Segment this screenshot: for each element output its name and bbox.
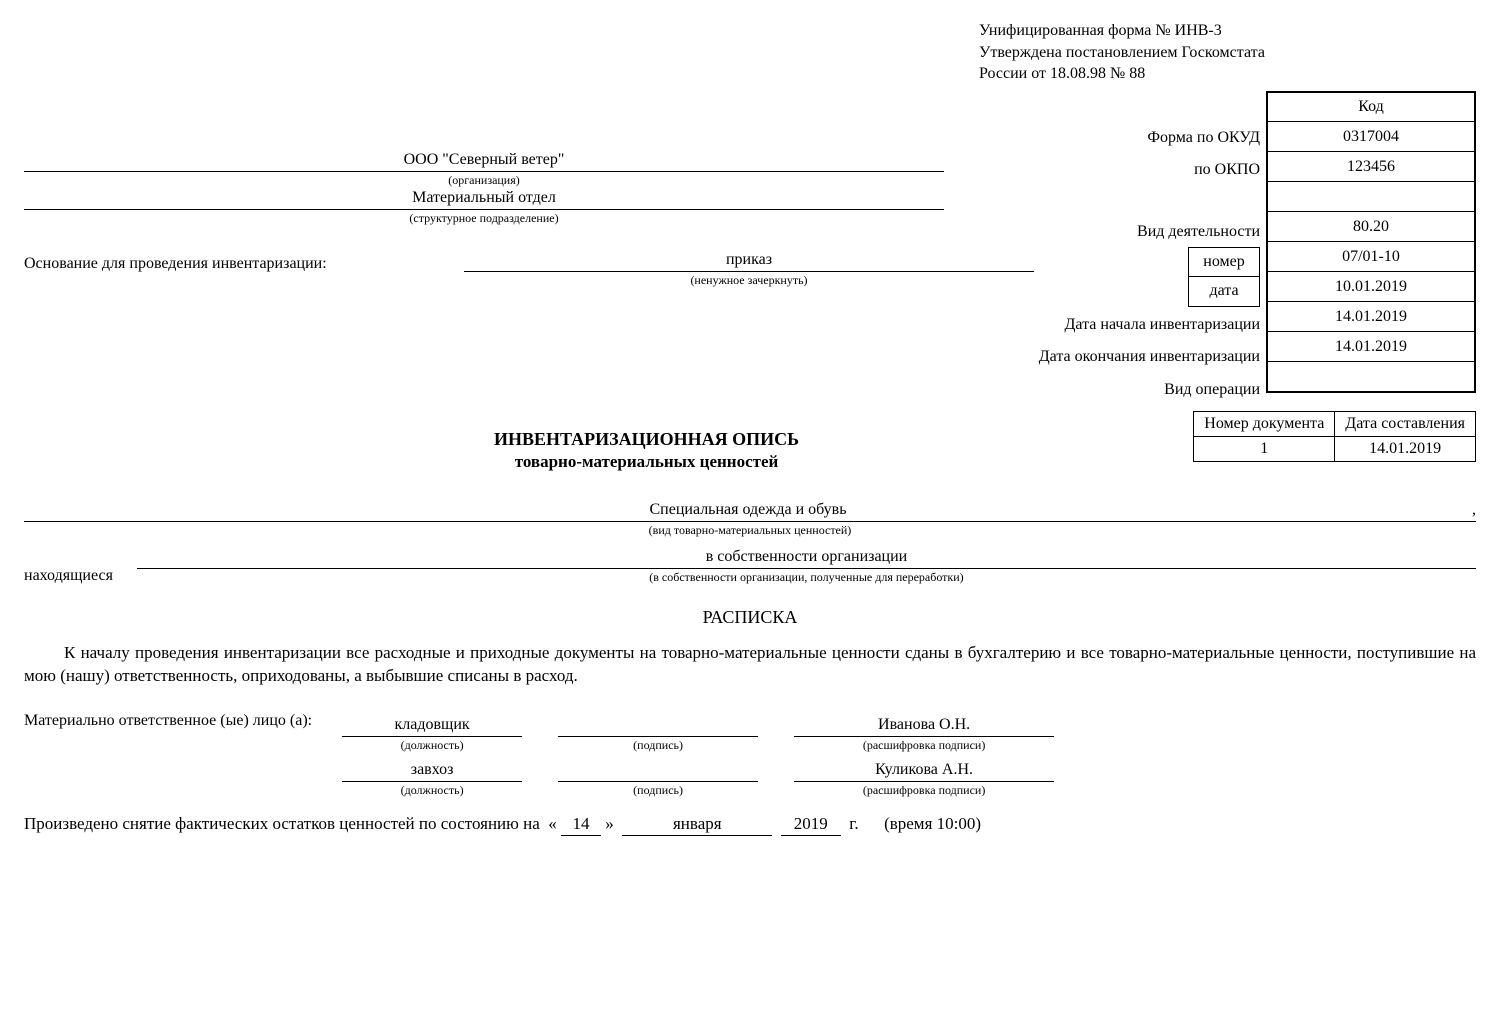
start-date-value: 14.01.2019	[1267, 302, 1475, 332]
ownership-caption: (в собственности организации, полученные…	[137, 570, 1476, 585]
doc-table: Номер документа Дата составления 1 14.01…	[1193, 411, 1476, 462]
time-suffix: )	[975, 814, 981, 833]
snapshot-day: 14	[561, 814, 601, 836]
end-label: Дата окончания инвентаризации	[1039, 348, 1260, 366]
doc-num-value: 1	[1194, 436, 1335, 461]
sig1-sign	[558, 734, 758, 737]
title-zone: Номер документа Дата составления 1 14.01…	[24, 411, 1476, 501]
snapshot-line: Произведено снятие фактических остатков …	[24, 814, 1476, 836]
sig2-position: завхоз	[342, 761, 522, 782]
responsible-label: Материально ответственное (ые) лицо (а):	[24, 710, 312, 730]
start-label: Дата начала инвентаризации	[1065, 316, 1261, 334]
doc-date-value: 14.01.2019	[1335, 436, 1476, 461]
approval-line2: Утверждена постановлением Госкомстата	[979, 42, 1476, 64]
number-box: номер	[1188, 247, 1260, 277]
located-label: находящиеся	[24, 567, 113, 585]
code-table: Код 0317004 123456 80.20 07/01-10 10.01.…	[1266, 91, 1476, 393]
sig1-sign-cap: (подпись)	[558, 738, 758, 753]
basis-label: Основание для проведения инвентаризации:	[24, 255, 327, 273]
dept-caption: (структурное подразделение)	[24, 211, 944, 226]
basis-value: приказ	[726, 251, 772, 268]
op-value	[1267, 362, 1475, 392]
activity-value: 80.20	[1267, 212, 1475, 242]
dept-line: Материальный отдел	[24, 189, 944, 210]
sig2-name: Куликова А.Н.	[794, 761, 1054, 782]
quote-right: »	[605, 814, 614, 833]
approval-line3: России от 18.08.98 № 88	[979, 63, 1476, 85]
raspiska-title: РАСПИСКА	[24, 607, 1476, 628]
sig2-name-cap: (расшифровка подписи)	[794, 783, 1054, 798]
blank-row	[1267, 182, 1475, 212]
signature-block: Материально ответственное (ые) лицо (а):…	[24, 710, 1476, 798]
date-box: дата	[1188, 277, 1260, 307]
order-num-value: 07/01-10	[1267, 242, 1475, 272]
op-label: Вид операции	[1164, 381, 1260, 399]
title-main: ИНВЕНТАРИЗАЦИОННАЯ ОПИСЬ	[494, 429, 799, 450]
approval-block: Унифицированная форма № ИНВ-3 Утверждена…	[979, 20, 1476, 85]
end-date-value: 14.01.2019	[1267, 332, 1475, 362]
org-value: ООО "Северный ветер"	[404, 151, 565, 168]
kind-caption: (вид товарно-материальных ценностей)	[24, 523, 1476, 538]
okpo-value: 123456	[1267, 152, 1475, 182]
quote-left: «	[548, 814, 557, 833]
basis-value-line: приказ	[464, 251, 1034, 272]
ownership-row: находящиеся в собственности организации …	[24, 548, 1476, 585]
org-line: ООО "Северный ветер"	[24, 151, 944, 172]
doc-num-header: Номер документа	[1194, 411, 1335, 436]
sig1-name: Иванова О.Н.	[794, 716, 1054, 737]
sig2-position-cap: (должность)	[342, 783, 522, 798]
snapshot-label: Произведено снятие фактических остатков …	[24, 814, 540, 833]
sig2-sign	[558, 779, 758, 782]
org-caption: (организация)	[24, 173, 944, 188]
order-date-value: 10.01.2019	[1267, 272, 1475, 302]
activity-label: Вид деятельности	[1137, 223, 1260, 241]
sig2-sign-cap: (подпись)	[558, 783, 758, 798]
snapshot-time: 10:00	[937, 814, 976, 833]
okud-value: 0317004	[1267, 122, 1475, 152]
snapshot-month: января	[622, 814, 772, 836]
basis-caption: (ненужное зачеркнуть)	[464, 273, 1034, 288]
okpo-label: по ОКПО	[1194, 161, 1260, 179]
okud-label: Форма по ОКУД	[1147, 129, 1260, 147]
kind-value: Специальная одежда и обувь	[649, 501, 846, 518]
sig1-position: кладовщик	[342, 716, 522, 737]
code-zone: Код 0317004 123456 80.20 07/01-10 10.01.…	[24, 91, 1476, 411]
title-block: ИНВЕНТАРИЗАЦИОННАЯ ОПИСЬ товарно-материа…	[494, 429, 799, 472]
snapshot-year: 2019	[781, 814, 841, 836]
kind-line: Специальная одежда и обувь ,	[24, 501, 1476, 522]
kind-row: Специальная одежда и обувь , (вид товарн…	[24, 501, 1476, 538]
dept-value: Материальный отдел	[412, 189, 556, 206]
ownership-line: в собственности организации	[137, 548, 1476, 569]
code-header: Код	[1267, 92, 1475, 122]
sig1-name-cap: (расшифровка подписи)	[794, 738, 1054, 753]
doc-date-header: Дата составления	[1335, 411, 1476, 436]
year-suffix: г.	[849, 814, 858, 833]
approval-line1: Унифицированная форма № ИНВ-3	[979, 20, 1476, 42]
receipt-paragraph: К началу проведения инвентаризации все р…	[24, 642, 1476, 688]
sig1-position-cap: (должность)	[342, 738, 522, 753]
time-prefix: (время	[884, 814, 932, 833]
title-sub: товарно-материальных ценностей	[494, 452, 799, 472]
ownership-value: в собственности организации	[706, 548, 908, 565]
